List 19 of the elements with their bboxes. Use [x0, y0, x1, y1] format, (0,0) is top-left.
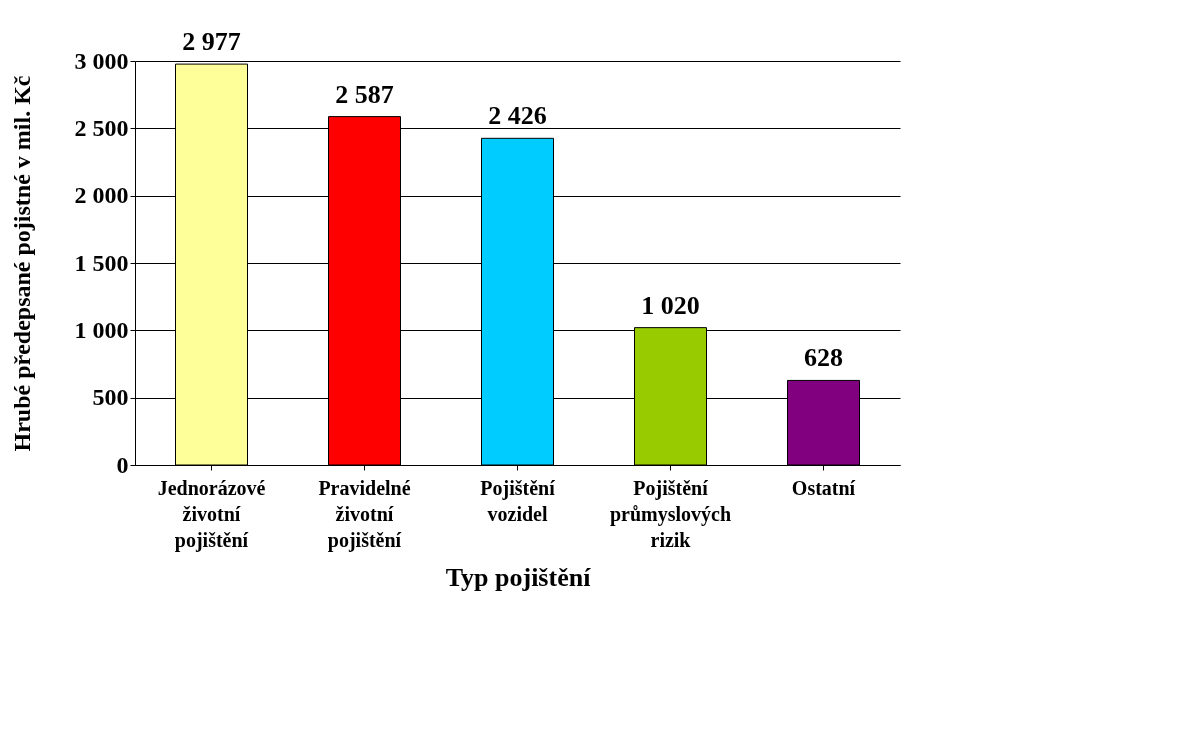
y-tick-label: 0 — [116, 451, 129, 478]
x-axis-title: Typ pojištění — [445, 562, 592, 592]
y-tick-label: 1 500 — [74, 249, 129, 276]
y-tick-label: 3 000 — [74, 47, 129, 74]
x-tick-label: Pravidelné životní pojištění — [318, 476, 411, 552]
data-label: 2 587 — [335, 79, 394, 109]
data-label: 2 977 — [182, 27, 241, 57]
y-tick-label: 1 000 — [74, 316, 129, 343]
y-tick-label: 2 500 — [74, 114, 129, 141]
y-tick-label: 500 — [92, 384, 129, 411]
x-tick-label: Pojištění vozidel — [480, 476, 556, 525]
x-tick-label: Jednorázové životní pojištění — [157, 476, 266, 552]
x-tick-label: Ostatní — [791, 476, 856, 499]
y-tick-label: 2 000 — [74, 182, 129, 209]
y-axis-title: Hrubé předepsané pojistné v mil. Kč — [8, 75, 35, 452]
data-label: 2 426 — [488, 101, 547, 131]
data-label: 628 — [804, 343, 843, 373]
x-tick-label: Pojištění průmyslových rizik — [609, 476, 732, 551]
data-label: 1 020 — [641, 290, 700, 320]
